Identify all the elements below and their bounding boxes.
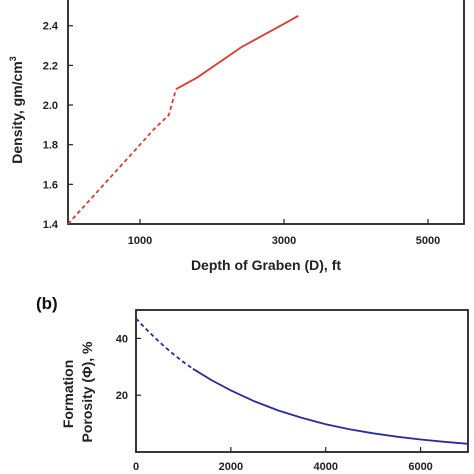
porosity-y-axis-label: Formation Porosity (Φ), % (60, 341, 95, 442)
density-plot-frame (67, 0, 465, 225)
porosity-x-tick-label: 2000 (219, 461, 243, 473)
density-y-tick-label: 1.4 (43, 219, 59, 231)
density-y-ticks: 1.4 1.6 1.8 2.0 2.2 2.4 (43, 21, 73, 231)
density-y-tick-label: 2.0 (43, 100, 58, 112)
density-chart: 1.4 1.6 1.8 2.0 2.2 2.4 1000 3000 5000 Depth of… (8, 0, 465, 273)
density-y-tick-label: 1.6 (43, 179, 58, 191)
density-x-tick-label: 5000 (416, 235, 440, 247)
density-x-tick-label: 1000 (128, 235, 152, 247)
density-x-tick-label: 3000 (272, 235, 296, 247)
density-x-ticks: 1000 3000 5000 (128, 219, 440, 247)
density-y-tick-label: 1.8 (43, 140, 58, 152)
porosity-x-tick-label: 4000 (313, 461, 337, 473)
density-solid-curve (175, 15, 299, 90)
porosity-y-tick-label: 40 (116, 333, 128, 345)
density-y-tick-label: 2.4 (43, 21, 59, 33)
porosity-x-ticks: 0 2000 4000 6000 (133, 447, 433, 473)
density-dashed-curve (67, 88, 177, 225)
porosity-solid-curve (192, 368, 469, 445)
porosity-dashed-curve (135, 317, 194, 370)
density-curves (67, 15, 299, 225)
porosity-plot-frame (135, 309, 469, 453)
porosity-y-tick-label: 20 (116, 390, 128, 402)
porosity-x-tick-label: 0 (133, 461, 139, 473)
panel-label-b: (b) (36, 294, 58, 313)
porosity-curves (135, 317, 469, 445)
density-y-tick-label: 2.2 (43, 60, 58, 72)
porosity-x-tick-label: 6000 (408, 461, 432, 473)
density-y-axis-label: Density, gm/cm3 (8, 56, 25, 163)
density-x-axis-label: Depth of Graben (D), ft (191, 257, 341, 273)
